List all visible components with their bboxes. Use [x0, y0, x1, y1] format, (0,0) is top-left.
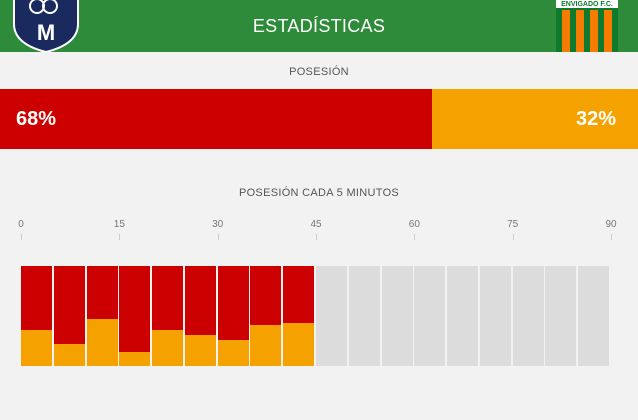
tick-mark: [21, 234, 22, 240]
tick-label: 0: [18, 219, 24, 230]
tick-label: 75: [507, 219, 519, 230]
interval-bar: [152, 266, 183, 366]
interval-bar: [283, 266, 314, 366]
timeline-bars: [21, 266, 611, 366]
tick-label: 60: [408, 219, 420, 230]
interval-bar: [414, 266, 445, 366]
interval-bar: [119, 266, 150, 366]
tick-label: 30: [212, 219, 224, 230]
tick-label: 15: [113, 219, 125, 230]
interval-bar: [382, 266, 413, 366]
tick-mark: [218, 234, 219, 240]
timeline-label: POSESIÓN CADA 5 MINUTOS: [238, 187, 400, 199]
interval-bar: [545, 266, 576, 366]
away-crest-text: ENVIGADO F.C.: [561, 1, 613, 8]
interval-home-segment: [152, 266, 183, 330]
possession-bar: 68% 32%: [0, 89, 638, 149]
envigado-crest-icon: ENVIGADO F.C.: [556, 0, 618, 52]
interval-away-segment: [218, 340, 249, 366]
interval-away-segment: [152, 330, 183, 366]
interval-away-segment: [185, 335, 216, 366]
tick-label: 45: [310, 219, 322, 230]
interval-home-segment: [54, 266, 85, 344]
interval-bar: [21, 266, 52, 366]
interval-bar: [513, 266, 544, 366]
interval-home-segment: [185, 266, 216, 335]
possession-home-bar: [0, 89, 432, 149]
interval-bar: [578, 266, 609, 366]
interval-away-segment: [87, 319, 118, 366]
interval-home-segment: [250, 266, 281, 325]
interval-home-segment: [87, 266, 118, 319]
interval-bar: [218, 266, 249, 366]
interval-home-segment: [218, 266, 249, 340]
millonarios-crest-icon: M: [13, 0, 79, 52]
possession-away-value: 32%: [575, 108, 616, 130]
interval-bar: [250, 266, 281, 366]
tick-mark: [414, 234, 415, 240]
interval-home-segment: [119, 266, 150, 352]
interval-bar: [480, 266, 511, 366]
interval-away-segment: [21, 330, 52, 366]
tick-label: 90: [605, 219, 617, 230]
interval-away-segment: [54, 344, 85, 366]
interval-bar: [54, 266, 85, 366]
interval-away-segment: [283, 323, 314, 366]
possession-away-bar: [432, 89, 638, 149]
tick-mark: [316, 234, 317, 240]
interval-away-segment: [250, 325, 281, 366]
page-title: ESTADÍSTICAS: [252, 16, 386, 36]
stats-header: M ESTADÍSTICAS ENVIGADO F.C.: [0, 0, 638, 52]
interval-bar: [349, 266, 380, 366]
tick-mark: [611, 234, 612, 240]
interval-home-segment: [21, 266, 52, 330]
interval-bar: [87, 266, 118, 366]
possession-label: POSESIÓN: [289, 66, 349, 78]
interval-bar: [316, 266, 347, 366]
possession-home-value: 68%: [16, 108, 57, 130]
interval-home-segment: [283, 266, 314, 323]
interval-bar: [447, 266, 478, 366]
interval-bar: [185, 266, 216, 366]
tick-mark: [513, 234, 514, 240]
interval-away-segment: [119, 352, 150, 366]
home-crest-letter: M: [37, 20, 55, 45]
tick-mark: [119, 234, 120, 240]
